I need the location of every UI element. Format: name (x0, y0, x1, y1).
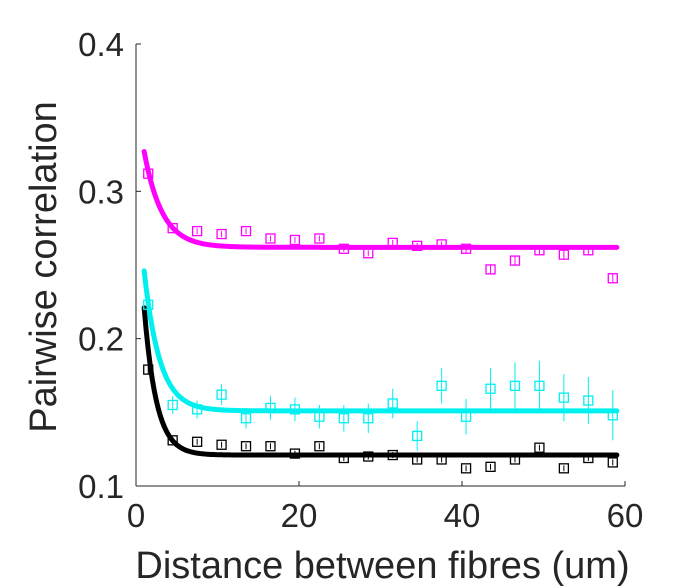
data-point (216, 389, 227, 400)
data-point (583, 395, 594, 406)
x-tick-label: 20 (281, 497, 318, 534)
x-tick-label: 0 (127, 497, 145, 534)
data-point (338, 243, 349, 254)
data-point (412, 240, 423, 251)
data-point (607, 457, 618, 468)
data-point (363, 248, 374, 259)
data-point (363, 451, 374, 462)
data-point (534, 245, 545, 256)
data-point (314, 233, 325, 244)
data-point (412, 430, 423, 442)
data-point (289, 234, 301, 246)
data-point (289, 404, 301, 415)
data-point (558, 463, 570, 474)
data-point (460, 463, 472, 474)
data-point (167, 435, 178, 446)
data-point (363, 413, 374, 424)
data-point (412, 454, 423, 465)
data-point (167, 223, 178, 234)
fit-curves (141, 149, 620, 458)
data-point (436, 239, 447, 250)
data-point (460, 243, 472, 254)
x-axis-title: Distance between fibres (um) (135, 545, 629, 587)
data-point (485, 264, 496, 275)
data-point (436, 454, 447, 465)
data-point (191, 225, 203, 237)
data-point (240, 413, 252, 424)
data-point (216, 439, 227, 450)
data-point (338, 452, 349, 464)
data-point (338, 413, 349, 424)
data-point (314, 441, 325, 452)
y-tick-label: 0.2 (78, 321, 124, 358)
fit-curve-2 (141, 305, 620, 458)
data-point (240, 225, 252, 237)
y-tick-label: 0.3 (78, 173, 124, 210)
data-point (191, 404, 203, 415)
ticks: 0 20 40 60 0.1 0.2 0.3 0.4 (78, 26, 643, 534)
data-point (216, 228, 227, 240)
x-tick-label: 60 (607, 497, 644, 534)
data-point (167, 399, 178, 411)
data-point (143, 364, 154, 375)
data-point (558, 249, 570, 260)
data-point (583, 245, 594, 256)
data-point (485, 383, 496, 394)
fit-curve-0 (141, 149, 620, 250)
data-point (436, 380, 447, 391)
data-point (485, 461, 496, 472)
y-tick-label: 0.1 (78, 468, 124, 505)
data-point (143, 168, 154, 179)
fit-curve-1 (141, 268, 620, 414)
data-point (460, 411, 472, 422)
data-point (143, 299, 154, 310)
y-axis-title: Pairwise correlation (23, 101, 65, 433)
data-point (265, 441, 276, 452)
data-point (289, 448, 301, 459)
data-point (387, 449, 398, 461)
data-point (509, 255, 521, 266)
data-point (314, 411, 325, 422)
axes (135, 44, 625, 487)
data-points (143, 167, 618, 474)
data-point (387, 398, 398, 409)
data-point (191, 436, 203, 447)
data-point (607, 410, 618, 421)
data-point (265, 233, 276, 244)
data-point (558, 392, 570, 403)
data-point (387, 237, 398, 249)
data-point (534, 442, 545, 453)
data-point (509, 454, 521, 465)
data-point (583, 452, 594, 464)
data-point (265, 402, 276, 414)
data-point (240, 441, 252, 452)
data-point (509, 380, 521, 391)
y-tick-label: 0.4 (78, 26, 124, 63)
x-tick-label: 40 (444, 497, 481, 534)
data-point (607, 273, 618, 284)
data-point (534, 380, 545, 391)
